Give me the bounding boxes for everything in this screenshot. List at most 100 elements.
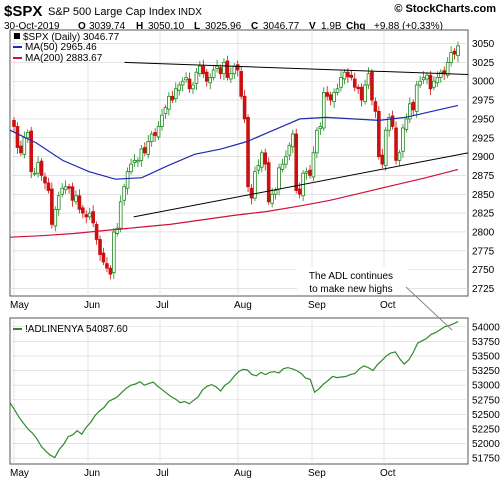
annotation-line-1: The ADL continues: [309, 271, 393, 282]
candle-body: [167, 95, 171, 110]
candle-body: [321, 92, 326, 129]
annotation-line-2: to make new highs: [309, 284, 392, 295]
adl-tick-label: 53500: [472, 351, 500, 362]
price-month-label: Aug: [234, 300, 252, 311]
price-tick-label: 2800: [472, 227, 495, 238]
candle-body: [359, 86, 364, 101]
candle-body: [328, 94, 333, 101]
price-tick-label: 2950: [472, 114, 495, 125]
candle-body: [229, 73, 233, 80]
candle-body: [332, 92, 336, 102]
price-tick-label: 3025: [472, 58, 495, 69]
adl-legend-label: !ADLINENYA 54087.60: [25, 324, 128, 335]
candle-body: [98, 239, 102, 255]
candle-body: [81, 207, 85, 214]
price-x-axis: May Jun Jul Aug Sep Oct: [10, 300, 396, 311]
candle-body: [232, 65, 237, 75]
adl-tick-label: 53750: [472, 337, 500, 348]
candle-body: [342, 71, 347, 80]
candle-body: [149, 133, 154, 142]
low-value: 3025.96: [205, 21, 242, 32]
open-value: 3039.74: [89, 21, 126, 32]
candle-body: [160, 114, 164, 127]
candle-body: [273, 190, 278, 195]
adl-tick-label: 52750: [472, 395, 500, 406]
candle-body: [191, 84, 195, 90]
candle-body: [266, 162, 271, 203]
candle-body: [418, 80, 422, 86]
adl-month-label: Sep: [308, 468, 326, 478]
candle-body: [401, 127, 405, 152]
candle-body: [411, 101, 416, 111]
price-panel-frame: [9, 29, 469, 297]
candle-body: [311, 152, 316, 178]
high-value: 3050.10: [148, 21, 185, 32]
candle-body: [115, 227, 120, 234]
price-tick-label: 2975: [472, 96, 495, 107]
ma200-line: [9, 168, 459, 238]
candle-body: [308, 169, 312, 176]
candle-body: [194, 71, 199, 84]
candle-body: [208, 77, 212, 84]
ma50-line: [9, 104, 459, 180]
candle-body: [246, 117, 250, 188]
open-label: O: [78, 21, 86, 32]
adl-month-label: Jun: [84, 468, 100, 478]
low-label: L: [194, 21, 200, 32]
candle-body: [136, 159, 140, 163]
candle-body: [397, 152, 402, 161]
close-label: C: [251, 21, 258, 32]
price-tick-label: 2725: [472, 284, 495, 295]
adl-legend: !ADLINENYA 54087.60: [13, 324, 128, 335]
candle-body: [253, 171, 257, 199]
adl-tick-label: 53000: [472, 381, 500, 392]
candle-body: [101, 252, 106, 263]
price-tick-label: 3050: [472, 39, 495, 50]
candle-body: [425, 74, 429, 80]
candle-body: [132, 159, 137, 164]
candle-body: [87, 212, 92, 218]
adl-line: [9, 321, 459, 459]
annotation-box: [297, 267, 407, 295]
candle-body: [187, 78, 192, 90]
candle-body: [215, 65, 219, 69]
brand-watermark: © StockCharts.com: [394, 3, 496, 15]
candle-body: [363, 84, 367, 102]
candle-body: [438, 71, 443, 78]
candle-body: [56, 195, 61, 210]
candle-body: [211, 69, 216, 78]
candle-body: [284, 156, 288, 165]
volume-label: V: [309, 21, 316, 32]
candle-body: [70, 186, 75, 201]
candle-body: [53, 208, 58, 227]
candle-body: [105, 263, 109, 269]
adl-month-label: Oct: [380, 468, 396, 478]
high-label: H: [136, 21, 143, 32]
candle-body: [383, 129, 388, 167]
candle-body: [22, 137, 27, 155]
candle-body: [290, 133, 295, 148]
candle-body: [36, 162, 40, 174]
candle-body: [180, 80, 185, 86]
candle-body: [315, 129, 319, 154]
price-month-label: Jul: [156, 300, 169, 311]
candle-body: [346, 71, 350, 78]
candle-body: [198, 65, 202, 75]
adl-panel-frame: [9, 317, 469, 465]
candle-body: [260, 152, 264, 168]
exchange-label: INDX: [178, 7, 202, 18]
candle-body: [125, 171, 130, 189]
adl-tick-label: 52250: [472, 424, 500, 435]
price-tick-label: 2900: [472, 152, 495, 163]
candle-body: [12, 120, 16, 127]
adl-x-axis: May Jun Jul Aug Sep Oct: [10, 468, 396, 478]
candle-body: [452, 50, 457, 55]
price-tick-label: 3000: [472, 77, 495, 88]
adl-grid: [10, 318, 468, 464]
candle-body: [428, 74, 433, 90]
candle-body: [352, 78, 357, 88]
resistance-trendline: [124, 61, 469, 75]
candle-body: [249, 187, 254, 199]
candle-body: [118, 201, 123, 229]
